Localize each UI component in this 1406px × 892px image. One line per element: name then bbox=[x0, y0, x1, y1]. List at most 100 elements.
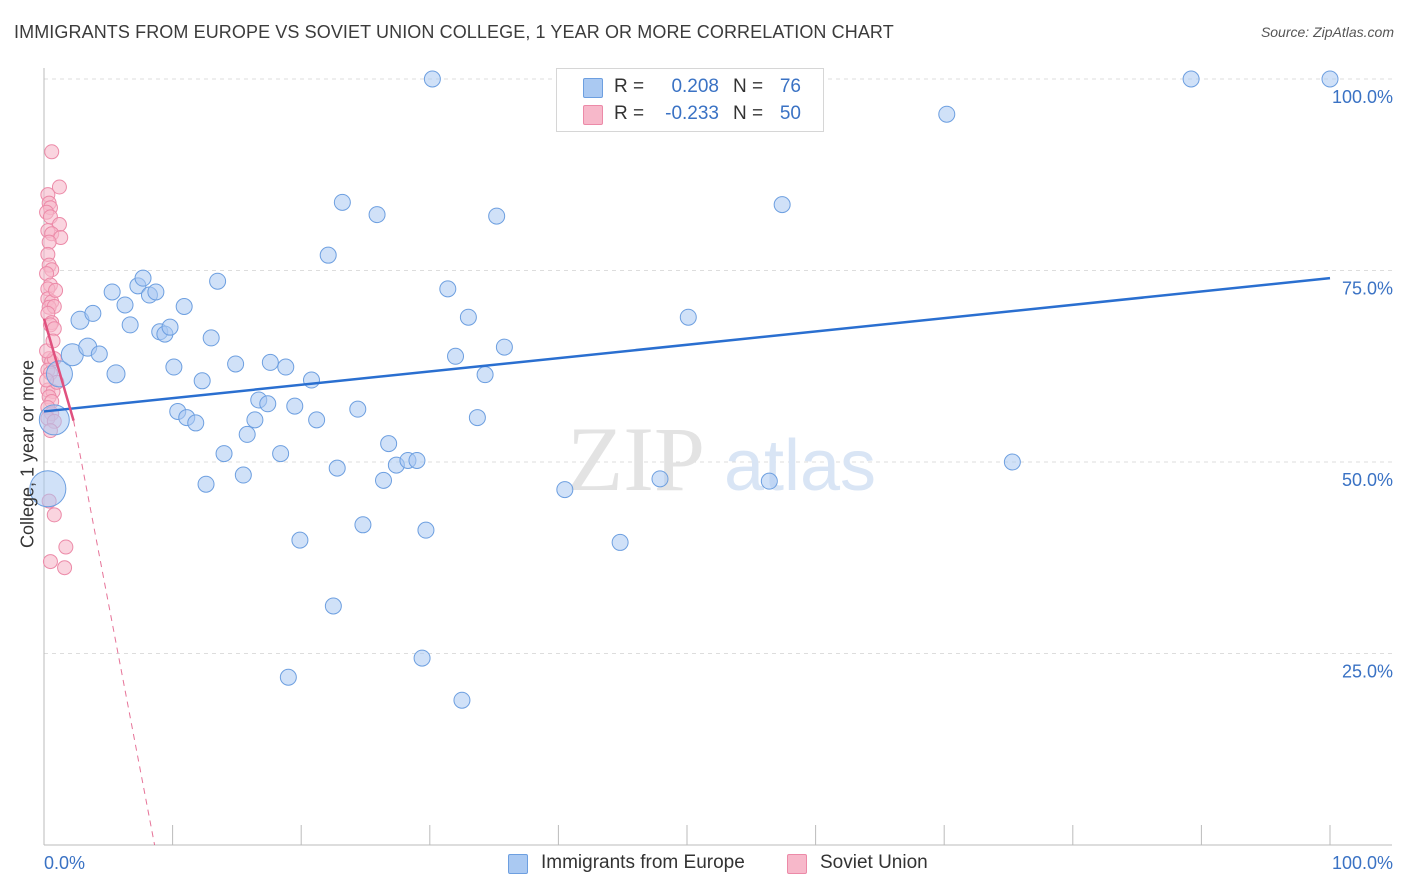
europe-point bbox=[413, 649, 431, 667]
y-axis-label: College, 1 year or more bbox=[17, 359, 38, 549]
legend-n-value: 50 bbox=[779, 103, 801, 124]
tick-labels: 25.0% 50.0% 75.0% 100.0% 0.0% 100.0% bbox=[44, 87, 1393, 873]
europe-point bbox=[246, 411, 264, 429]
watermark-zip: ZIP bbox=[567, 408, 705, 510]
europe-point bbox=[302, 371, 320, 389]
europe-point bbox=[84, 304, 102, 322]
europe-point bbox=[319, 246, 337, 264]
europe-point bbox=[202, 329, 220, 347]
europe-point bbox=[121, 316, 139, 334]
legend-label-europe: Immigrants from Europe bbox=[541, 852, 745, 873]
europe-point bbox=[161, 318, 179, 336]
europe-point bbox=[354, 516, 372, 534]
europe-point bbox=[439, 280, 457, 298]
europe-point bbox=[175, 298, 193, 316]
soviet-point bbox=[57, 560, 73, 576]
europe-point bbox=[197, 475, 215, 493]
europe-point bbox=[447, 347, 465, 365]
europe-point bbox=[193, 372, 211, 390]
soviet-trend-extension bbox=[73, 420, 156, 846]
soviet-trend-line bbox=[42, 318, 75, 421]
europe-point bbox=[324, 597, 342, 615]
legend-swatch-soviet bbox=[583, 105, 603, 125]
legend-r-label: R = bbox=[614, 103, 645, 124]
legend-r-value: 0.208 bbox=[671, 76, 719, 97]
x-tick-label: 0.0% bbox=[44, 853, 85, 873]
legend-swatch-europe bbox=[508, 854, 528, 874]
soviet-point bbox=[48, 282, 64, 298]
legend-r-label: R = bbox=[614, 76, 645, 97]
europe-point bbox=[679, 308, 697, 326]
europe-point bbox=[556, 481, 574, 499]
europe-point bbox=[286, 397, 304, 415]
trend-lines bbox=[42, 276, 1331, 846]
europe-point bbox=[1182, 70, 1200, 88]
legend-r-value: -0.233 bbox=[665, 103, 719, 124]
europe-point bbox=[261, 353, 279, 371]
soviet-point bbox=[42, 554, 58, 570]
y-tick-label: 25.0% bbox=[1342, 662, 1393, 682]
europe-point bbox=[209, 272, 227, 290]
europe-point bbox=[215, 445, 233, 463]
europe-point bbox=[277, 358, 295, 376]
legend-n-value: 76 bbox=[779, 76, 801, 97]
europe-point bbox=[116, 296, 134, 314]
y-tick-label: 75.0% bbox=[1342, 279, 1393, 299]
europe-point bbox=[1003, 453, 1021, 471]
europe-point bbox=[651, 470, 669, 488]
legend-n-label: N = bbox=[733, 76, 764, 97]
source-credit: Source: ZipAtlas.com bbox=[1260, 24, 1394, 40]
europe-point bbox=[259, 395, 277, 413]
europe-point bbox=[760, 472, 778, 490]
europe-point bbox=[291, 531, 309, 549]
legend-row-soviet: R = -0.233 N = 50 bbox=[557, 101, 823, 127]
europe-point bbox=[459, 308, 477, 326]
europe-trend-line bbox=[43, 276, 1331, 413]
europe-point bbox=[147, 283, 165, 301]
chart-title: IMMIGRANTS FROM EUROPE VS SOVIET UNION C… bbox=[14, 22, 894, 42]
soviet-point bbox=[51, 179, 67, 195]
europe-point bbox=[453, 691, 471, 709]
europe-point bbox=[308, 411, 326, 429]
europe-point bbox=[333, 193, 351, 211]
europe-point bbox=[375, 471, 393, 489]
soviet-point bbox=[44, 144, 60, 160]
europe-point bbox=[495, 338, 513, 356]
europe-point bbox=[29, 470, 67, 508]
europe-point bbox=[238, 425, 256, 443]
soviet-point bbox=[58, 539, 74, 555]
legend-row-europe: R = 0.208 N = 76 bbox=[557, 74, 823, 100]
europe-point bbox=[468, 409, 486, 427]
europe-point bbox=[134, 269, 152, 287]
europe-point bbox=[187, 414, 205, 432]
europe-point bbox=[103, 283, 121, 301]
europe-point bbox=[328, 459, 346, 477]
europe-point bbox=[106, 364, 126, 384]
europe-point bbox=[368, 206, 386, 224]
europe-point bbox=[476, 366, 494, 384]
correlation-legend: R = 0.208 N = 76 R = -0.233 N = 50 bbox=[556, 68, 824, 132]
europe-point bbox=[773, 196, 791, 214]
europe-point bbox=[1321, 70, 1339, 88]
y-tick-label: 100.0% bbox=[1332, 87, 1393, 107]
legend-swatch-soviet bbox=[787, 854, 807, 874]
europe-point bbox=[408, 451, 426, 469]
europe-point bbox=[279, 668, 297, 686]
europe-point bbox=[234, 466, 252, 484]
europe-points bbox=[29, 70, 1339, 709]
europe-point bbox=[423, 70, 441, 88]
gridlines bbox=[44, 78, 1395, 654]
europe-point bbox=[488, 207, 506, 225]
europe-point bbox=[417, 521, 435, 539]
europe-point bbox=[349, 400, 367, 418]
watermark-atlas: atlas bbox=[724, 426, 876, 506]
europe-point bbox=[938, 105, 956, 123]
europe-point bbox=[90, 345, 108, 363]
europe-point bbox=[380, 435, 398, 453]
x-tick-label: 100.0% bbox=[1332, 853, 1393, 873]
soviet-point bbox=[46, 507, 62, 523]
legend-label-soviet: Soviet Union bbox=[820, 852, 928, 873]
europe-point bbox=[227, 355, 245, 373]
axes bbox=[43, 68, 1392, 846]
